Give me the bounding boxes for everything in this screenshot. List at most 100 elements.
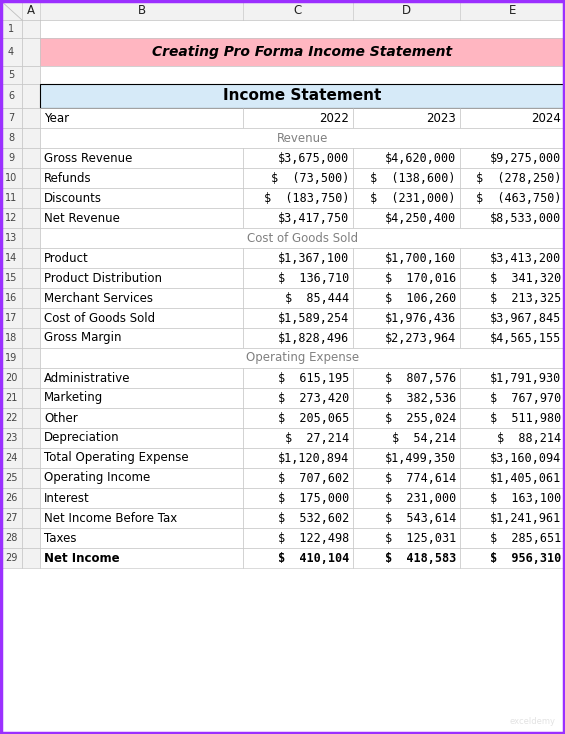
Text: $  807,576: $ 807,576	[385, 371, 456, 385]
Text: 12: 12	[5, 213, 17, 223]
Text: Taxes: Taxes	[44, 531, 76, 545]
Text: $  163,100: $ 163,100	[490, 492, 561, 504]
Bar	[22, 84, 40, 108]
Bar	[0, 20, 22, 38]
Bar	[460, 368, 565, 388]
Text: $9,275,000: $9,275,000	[490, 151, 561, 164]
Text: $  410,104: $ 410,104	[278, 551, 349, 564]
Bar	[460, 488, 565, 508]
Bar	[22, 368, 40, 388]
Bar	[40, 20, 565, 38]
Bar	[40, 148, 243, 168]
Bar	[243, 548, 353, 568]
Bar	[353, 488, 460, 508]
Bar	[353, 468, 460, 488]
Text: $  341,320: $ 341,320	[490, 272, 561, 285]
Text: $  205,065: $ 205,065	[278, 412, 349, 424]
Bar	[243, 288, 353, 308]
Bar	[22, 508, 40, 528]
Bar	[40, 348, 565, 368]
Bar	[0, 208, 22, 228]
Bar	[353, 208, 460, 228]
Bar	[22, 208, 40, 228]
Bar	[243, 148, 353, 168]
Bar	[40, 328, 243, 348]
Text: Discounts: Discounts	[44, 192, 102, 205]
Bar	[22, 488, 40, 508]
Text: $3,413,200: $3,413,200	[490, 252, 561, 264]
Text: 17: 17	[5, 313, 17, 323]
Text: 18: 18	[5, 333, 17, 343]
Text: 10: 10	[5, 173, 17, 183]
Bar	[22, 348, 40, 368]
Bar	[243, 188, 353, 208]
Bar	[0, 108, 22, 128]
Bar	[0, 308, 22, 328]
Text: $4,565,155: $4,565,155	[490, 332, 561, 344]
Text: Total Operating Expense: Total Operating Expense	[44, 451, 189, 465]
Text: $  175,000: $ 175,000	[278, 492, 349, 504]
Bar	[0, 0, 565, 20]
Bar	[0, 448, 22, 468]
Text: 2024: 2024	[531, 112, 561, 125]
Text: Operating Expense: Operating Expense	[246, 352, 359, 365]
Bar	[22, 66, 40, 84]
Bar	[353, 248, 460, 268]
Text: Other: Other	[44, 412, 78, 424]
Bar	[460, 328, 565, 348]
Text: Net Income Before Tax: Net Income Before Tax	[44, 512, 177, 525]
Text: 2023: 2023	[426, 112, 456, 125]
Bar	[0, 368, 22, 388]
Bar	[40, 38, 565, 66]
Bar	[0, 408, 22, 428]
Text: Operating Income: Operating Income	[44, 471, 150, 484]
Text: 19: 19	[5, 353, 17, 363]
Bar	[243, 208, 353, 228]
Bar	[353, 188, 460, 208]
Text: $  231,000: $ 231,000	[385, 492, 456, 504]
Bar	[40, 288, 243, 308]
Text: $1,405,061: $1,405,061	[490, 471, 561, 484]
Bar	[353, 328, 460, 348]
Bar	[460, 468, 565, 488]
Text: $  85,444: $ 85,444	[285, 291, 349, 305]
Text: Gross Margin: Gross Margin	[44, 332, 121, 344]
Text: $  (231,000): $ (231,000)	[371, 192, 456, 205]
Text: $  (183,750): $ (183,750)	[263, 192, 349, 205]
Bar	[243, 368, 353, 388]
Bar	[22, 168, 40, 188]
Bar	[460, 108, 565, 128]
Bar	[243, 108, 353, 128]
Text: $  543,614: $ 543,614	[385, 512, 456, 525]
Bar	[40, 188, 243, 208]
Bar	[353, 528, 460, 548]
Bar	[243, 248, 353, 268]
Bar	[22, 408, 40, 428]
Bar	[22, 188, 40, 208]
Bar	[40, 308, 243, 328]
Text: 9: 9	[8, 153, 14, 163]
Bar	[0, 508, 22, 528]
Text: exceldemy: exceldemy	[509, 717, 555, 726]
Bar	[243, 428, 353, 448]
Bar	[22, 148, 40, 168]
Bar	[40, 508, 243, 528]
Bar	[0, 288, 22, 308]
Bar	[40, 228, 565, 248]
Text: B: B	[137, 4, 146, 16]
Bar	[353, 168, 460, 188]
Text: $4,620,000: $4,620,000	[385, 151, 456, 164]
Text: 26: 26	[5, 493, 17, 503]
Bar	[22, 268, 40, 288]
Bar	[243, 328, 353, 348]
Text: 16: 16	[5, 293, 17, 303]
Text: $  106,260: $ 106,260	[385, 291, 456, 305]
Bar	[460, 248, 565, 268]
Bar	[40, 208, 243, 228]
Bar	[22, 328, 40, 348]
Text: $1,700,160: $1,700,160	[385, 252, 456, 264]
Bar	[243, 488, 353, 508]
Text: $2,273,964: $2,273,964	[385, 332, 456, 344]
Bar	[22, 388, 40, 408]
Bar	[40, 128, 565, 148]
